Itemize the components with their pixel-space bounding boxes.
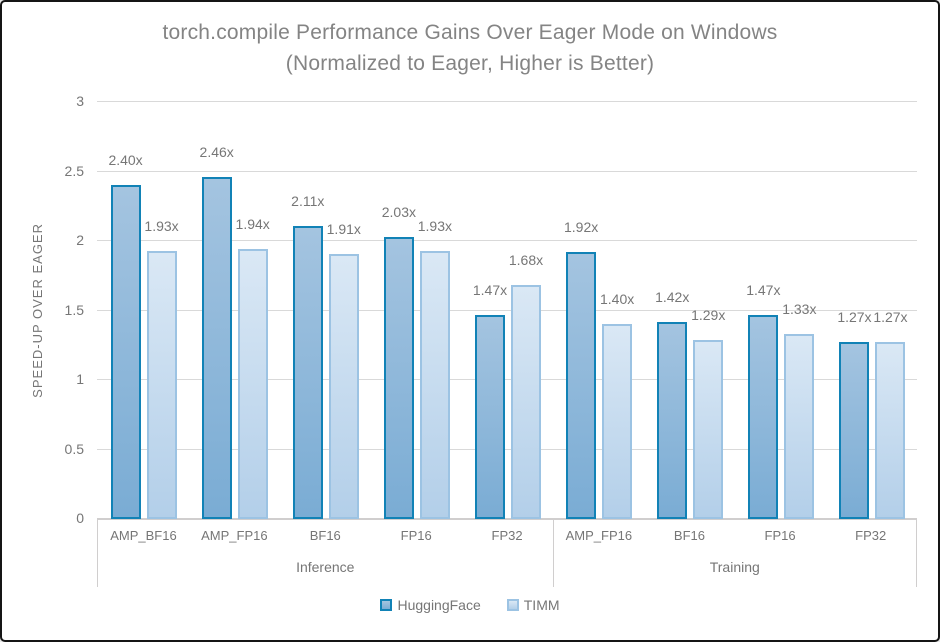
legend-item-huggingface: HuggingFace xyxy=(380,597,481,613)
chart-title-block: torch.compile Performance Gains Over Eag… xyxy=(2,17,938,79)
axis-group-inference: AMP_BF16 AMP_FP16 BF16 FP16 FP32 Inference xyxy=(97,520,553,587)
data-label-timm: 1.94x xyxy=(235,216,270,233)
data-label-huggingface: 1.47x xyxy=(472,281,508,298)
data-label-huggingface: 1.42x xyxy=(655,288,690,305)
data-label-timm: 1.40x xyxy=(599,291,635,308)
legend-label-huggingface: HuggingFace xyxy=(397,597,481,613)
legend: HuggingFace TIMM xyxy=(2,597,938,613)
bar-huggingface xyxy=(475,315,505,519)
gridline xyxy=(97,240,917,241)
y-tick-label: 3 xyxy=(76,93,84,109)
plot-area: 2.40x 2.46x 2.11x 2.03x 1.47x 1.92x 1.42x 1.47x… xyxy=(97,101,917,519)
bar-huggingface xyxy=(566,252,597,519)
category-label: AMP_FP16 xyxy=(565,527,633,543)
axis-group-training: AMP_FP16 BF16 FP16 FP32 Training xyxy=(552,520,917,587)
bar-huggingface xyxy=(839,342,870,519)
legend-swatch-huggingface xyxy=(380,599,393,611)
group-label-training: Training xyxy=(709,559,760,575)
data-label-timm: 1.33x xyxy=(782,301,817,318)
category-label: BF16 xyxy=(309,527,341,543)
bar-timm xyxy=(146,251,177,519)
category-label-row: AMP_FP16 BF16 FP16 FP32 xyxy=(554,520,916,550)
bar-timm xyxy=(875,342,906,519)
chart-subtitle: (Normalized to Eager, Higher is Better) xyxy=(285,52,655,75)
bar-huggingface xyxy=(383,237,414,519)
data-label-timm: 1.29x xyxy=(691,306,726,323)
category-label: AMP_BF16 xyxy=(110,527,177,543)
data-label-timm: 1.93x xyxy=(417,217,452,234)
data-label-timm: 1.93x xyxy=(144,217,179,234)
gridline xyxy=(97,310,917,311)
bar-timm xyxy=(328,254,359,519)
bar-huggingface xyxy=(657,322,688,519)
bar-huggingface xyxy=(201,177,232,519)
category-label: FP32 xyxy=(491,527,523,543)
y-tick-label: 2 xyxy=(76,232,84,248)
bar-timm xyxy=(602,324,633,519)
bar-huggingface xyxy=(110,185,141,519)
data-label-timm: 1.68x xyxy=(508,252,544,269)
bar-timm xyxy=(511,285,541,519)
gridline xyxy=(97,379,917,380)
bar-timm xyxy=(693,340,724,519)
y-tick-label: 0.5 xyxy=(64,440,84,457)
legend-swatch-timm xyxy=(506,599,519,611)
y-tick-label: 1.5 xyxy=(64,301,84,318)
bar-timm xyxy=(237,249,268,519)
x-axis-band: AMP_BF16 AMP_FP16 BF16 FP16 FP32 Inference AMP… xyxy=(97,519,917,587)
bar-timm xyxy=(419,251,450,519)
data-label-huggingface: 2.11x xyxy=(291,192,325,209)
category-label: FP16 xyxy=(764,527,796,543)
gridline xyxy=(97,101,917,102)
data-label-timm: 1.91x xyxy=(326,220,361,237)
group-label-inference: Inference xyxy=(296,559,355,575)
y-tick-label: 1 xyxy=(76,371,84,387)
category-label: BF16 xyxy=(673,527,705,543)
category-label-row: AMP_BF16 AMP_FP16 BF16 FP16 FP32 xyxy=(98,520,553,550)
data-label-huggingface: 1.27x xyxy=(837,309,872,326)
data-label-huggingface: 1.92x xyxy=(563,219,599,236)
bar-huggingface xyxy=(292,226,323,519)
legend-item-timm: TIMM xyxy=(506,597,560,613)
data-label-huggingface: 2.40x xyxy=(108,152,143,169)
y-tick-label: 2.5 xyxy=(64,162,84,179)
bar-huggingface xyxy=(748,315,779,519)
legend-label-timm: TIMM xyxy=(523,597,560,613)
data-label-huggingface: 2.03x xyxy=(381,203,416,220)
category-label: FP16 xyxy=(400,527,432,543)
data-label-huggingface: 2.46x xyxy=(199,144,234,161)
data-label-huggingface: 1.47x xyxy=(746,281,781,298)
gridline xyxy=(97,518,917,519)
category-label: FP32 xyxy=(855,527,887,543)
gridline xyxy=(97,449,917,450)
y-tick-label: 0 xyxy=(76,510,84,526)
bar-timm xyxy=(784,334,815,519)
gridline xyxy=(97,171,917,172)
chart-title: torch.compile Performance Gains Over Eag… xyxy=(162,21,778,44)
data-label-timm: 1.27x xyxy=(873,309,908,326)
category-label: AMP_FP16 xyxy=(201,527,268,543)
